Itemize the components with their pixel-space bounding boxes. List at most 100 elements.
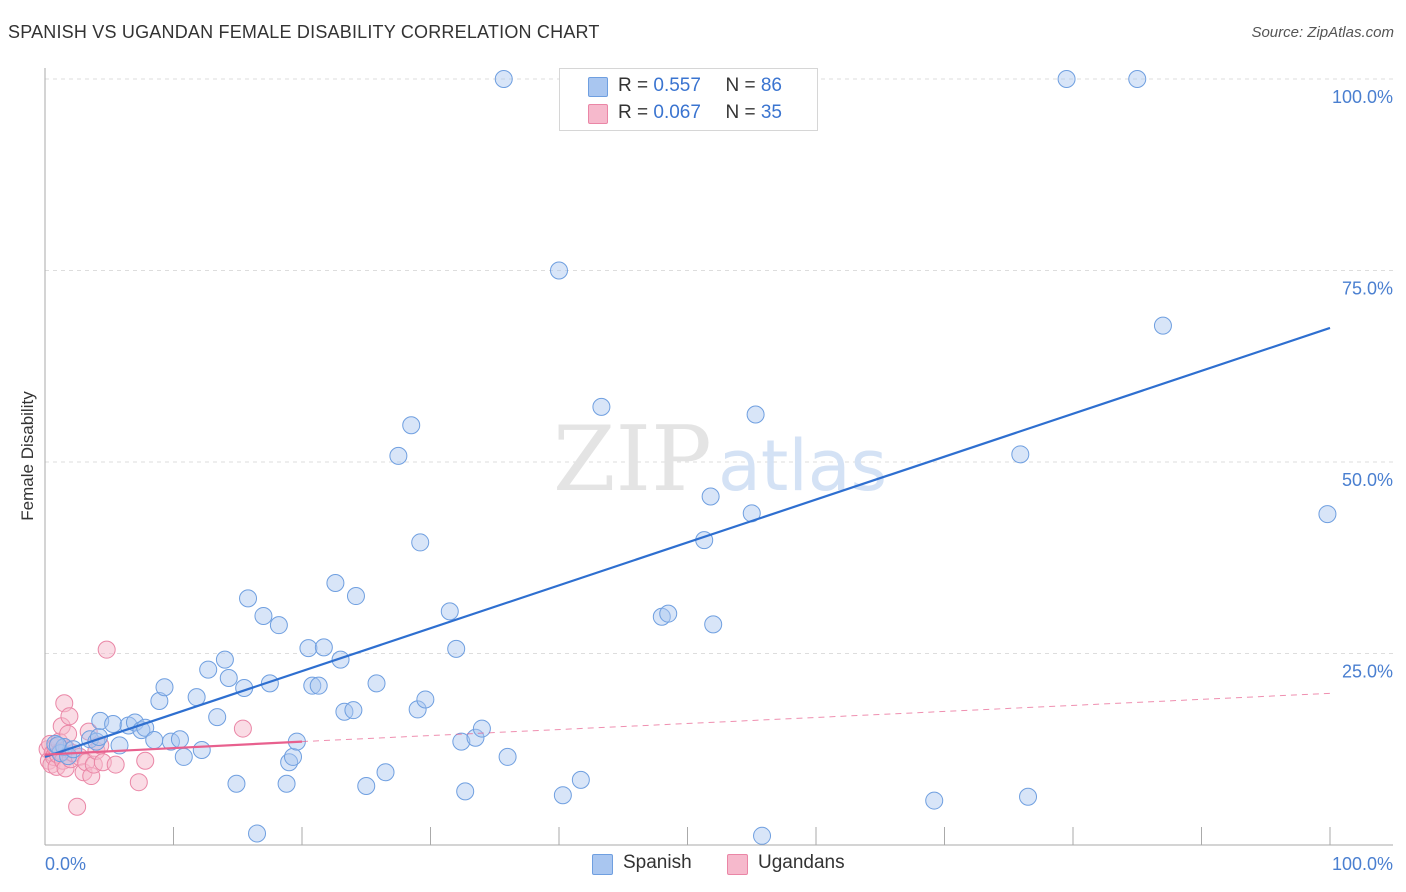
- spanish-r-label: R =: [618, 75, 654, 96]
- spanish-point: [447, 639, 466, 658]
- spanish-trend-line: [44, 326, 1331, 758]
- spanish-point: [659, 604, 678, 623]
- spanish-point: [701, 487, 720, 506]
- spanish-point: [416, 690, 435, 709]
- chart-title: SPANISH VS UGANDAN FEMALE DISABILITY COR…: [8, 22, 600, 42]
- y-tick-label: 25.0%: [1342, 662, 1393, 682]
- spanish-point: [303, 676, 322, 695]
- spanish-point: [456, 782, 475, 801]
- spanish-point: [472, 719, 491, 738]
- spanish-point: [145, 731, 164, 750]
- ugandan-point: [79, 722, 98, 741]
- spanish-point: [592, 397, 611, 416]
- spanish-r-value: 0.557: [653, 75, 701, 96]
- ugandan-point: [68, 797, 87, 816]
- bottom-legend-spanish-swatch: [592, 854, 613, 875]
- spanish-point: [192, 741, 211, 760]
- spanish-point: [219, 669, 238, 688]
- spanish-point: [571, 770, 590, 789]
- watermark: ZIP atlas: [553, 407, 887, 512]
- spanish-point: [925, 791, 944, 810]
- spanish-point: [125, 713, 144, 732]
- spanish-point: [260, 674, 279, 693]
- spanish-n-value: 86: [760, 75, 782, 96]
- spanish-point: [411, 533, 430, 552]
- spanish-point: [550, 261, 568, 280]
- ugandan-point: [136, 751, 155, 770]
- ugandan-point: [60, 707, 79, 726]
- spanish-point: [452, 732, 471, 751]
- spanish-point: [136, 718, 155, 737]
- y-tick-label: 100.0%: [1332, 87, 1393, 107]
- spanish-point: [494, 70, 513, 88]
- spanish-point: [150, 691, 169, 710]
- ugandan-point: [106, 755, 125, 774]
- spanish-point: [215, 650, 234, 669]
- spanish-point: [753, 826, 772, 845]
- spanish-point: [208, 708, 227, 727]
- spanish-point: [440, 602, 459, 621]
- correlation-legend: R = 0.557 N = 86 R = 0.067 N = 35: [559, 68, 818, 131]
- spanish-point: [1057, 70, 1076, 88]
- spanish-point: [376, 763, 395, 782]
- y-tick-label: 50.0%: [1342, 470, 1393, 490]
- spanish-point: [498, 747, 517, 766]
- legend-row-spanish: R = 0.557 N = 86: [618, 75, 782, 97]
- ugandan-r-label: R =: [618, 102, 654, 123]
- spanish-point: [277, 774, 296, 793]
- spanish-point: [704, 615, 723, 634]
- spanish-point: [346, 587, 365, 606]
- ugandan-point: [233, 719, 252, 738]
- bottom-legend-ugandan: Ugandans: [758, 852, 845, 873]
- spanish-point: [227, 774, 246, 793]
- ugandan-trend-line: [44, 740, 303, 756]
- spanish-point: [269, 616, 288, 635]
- ugandan-point: [97, 640, 116, 659]
- spanish-point: [284, 747, 303, 766]
- spanish-point: [104, 714, 123, 733]
- y-axis-label: Female Disability: [18, 391, 37, 521]
- ugandan-n-value: 35: [760, 102, 782, 123]
- spanish-points: [46, 70, 1337, 845]
- ugandan-trend-extension: [301, 692, 1331, 743]
- spanish-point: [1019, 787, 1038, 806]
- ugandan-swatch: [588, 104, 608, 124]
- spanish-point: [408, 700, 427, 719]
- spanish-point: [199, 660, 218, 679]
- spanish-point: [187, 688, 206, 707]
- ugandan-point: [129, 773, 148, 792]
- spanish-point: [248, 824, 267, 843]
- spanish-point: [254, 606, 273, 625]
- spanish-point: [174, 747, 193, 766]
- spanish-point: [299, 639, 318, 658]
- watermark-zip: ZIP: [553, 407, 712, 512]
- spanish-point: [389, 446, 408, 465]
- watermark-atlas: atlas: [718, 425, 887, 507]
- x-tick-label-min: 0.0%: [45, 854, 86, 874]
- spanish-point: [746, 405, 765, 424]
- trend-lines: [44, 326, 1331, 758]
- spanish-point: [239, 589, 258, 608]
- spanish-point: [357, 777, 376, 796]
- tick-labels: 25.0% 50.0% 75.0% 100.0% 0.0% 100.0%: [45, 87, 1393, 874]
- bottom-legend-ugandan-swatch: [727, 854, 748, 875]
- spanish-point: [309, 676, 328, 695]
- spanish-point: [1318, 505, 1337, 524]
- ugandan-n-label: N =: [725, 102, 761, 123]
- spanish-point: [155, 678, 174, 697]
- x-tick-label-max: 100.0%: [1332, 854, 1393, 874]
- spanish-point: [170, 730, 189, 749]
- spanish-point: [335, 702, 354, 721]
- source-label: Source: ZipAtlas.com: [1251, 24, 1394, 41]
- spanish-n-label: N =: [725, 75, 761, 96]
- spanish-point: [553, 786, 572, 805]
- y-tick-label: 75.0%: [1342, 279, 1393, 299]
- legend-row-ugandan: R = 0.067 N = 35: [618, 102, 782, 124]
- spanish-swatch: [588, 77, 608, 97]
- grid-lines: [45, 78, 1393, 654]
- spanish-point: [326, 574, 345, 593]
- spanish-point: [344, 701, 363, 720]
- spanish-point: [314, 638, 333, 657]
- axes: [44, 68, 1393, 846]
